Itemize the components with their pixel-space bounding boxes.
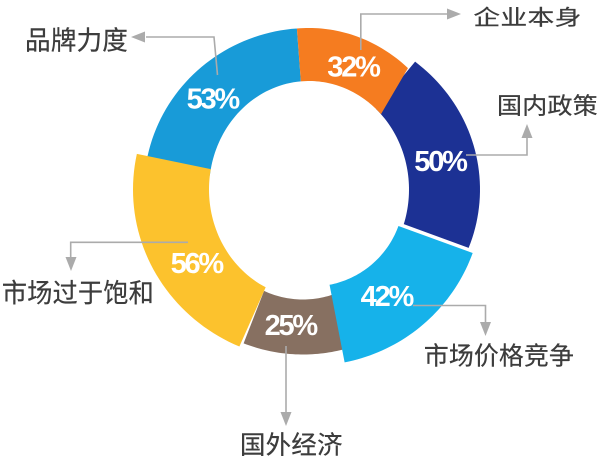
- svg-text:32%: 32%: [327, 52, 381, 84]
- svg-text:50%: 50%: [414, 146, 468, 178]
- svg-text:42%: 42%: [361, 281, 415, 313]
- svg-text:53%: 53%: [187, 84, 241, 116]
- svg-text:56%: 56%: [171, 248, 225, 280]
- svg-text:25%: 25%: [265, 310, 319, 342]
